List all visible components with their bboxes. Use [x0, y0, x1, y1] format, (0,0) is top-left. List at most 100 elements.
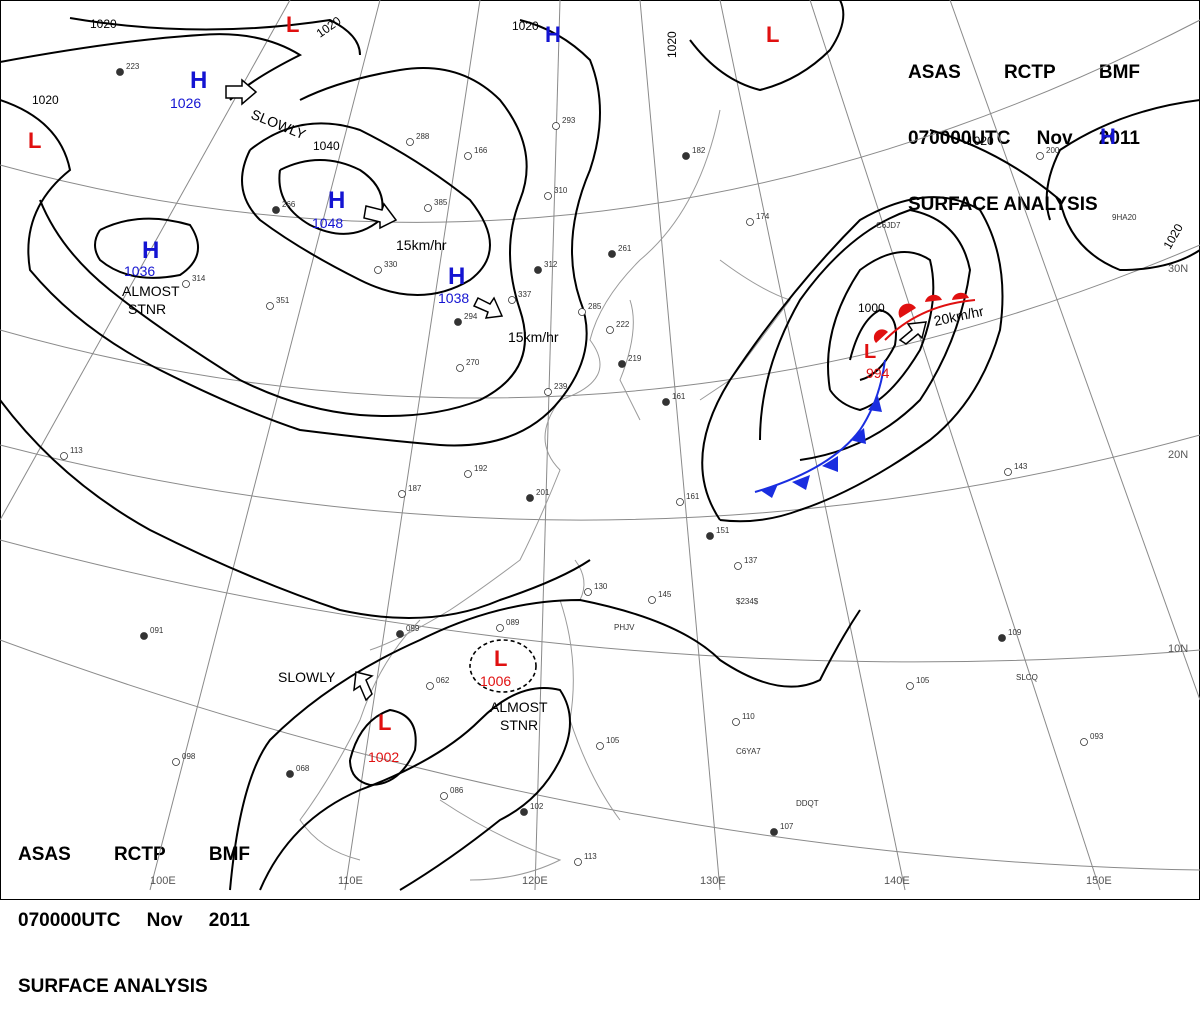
high-center-value: 1038	[438, 290, 469, 306]
station-plot: 161	[676, 492, 700, 506]
station-circle-icon	[182, 280, 190, 288]
station-pressure-code: 113	[70, 446, 83, 455]
low-center-value: 1002	[368, 749, 399, 765]
cold-front-barb	[792, 475, 810, 490]
latitude-line-20n	[0, 434, 1200, 521]
station-plot: 330	[374, 260, 398, 274]
station-plot: 351	[266, 296, 290, 310]
station-plot: 200	[1036, 146, 1060, 160]
station-circle-icon	[464, 470, 472, 478]
station-circle-icon	[396, 630, 404, 638]
lon-label: 120E	[522, 875, 548, 887]
station-circle-icon	[770, 828, 778, 836]
station-plot: 314	[182, 274, 206, 288]
low-center-letter: L	[286, 12, 299, 37]
header-year: 2011	[1098, 128, 1140, 149]
movement-label: SLOWLY	[278, 669, 336, 685]
low-center-letter: L	[28, 128, 41, 153]
station-circle-icon	[746, 218, 754, 226]
station-plot: 113	[574, 852, 597, 866]
graticule	[0, 0, 1200, 891]
header-top: ASAS RCTP BMF 070000UTC Nov 2011 SURFACE…	[908, 18, 1140, 238]
ship-callsign: 9HA20	[1112, 213, 1137, 222]
lon-label: 110E	[338, 875, 363, 887]
station-plot: 219	[618, 354, 642, 368]
station-pressure-code: 098	[182, 752, 196, 761]
surface-analysis-map: 1020 1020 1020 1020 1020 1020 1020 1040 …	[0, 0, 1200, 900]
station-plot: 182	[682, 146, 706, 160]
station-pressure-code: 093	[1090, 732, 1104, 741]
station-plot: 312	[534, 260, 558, 274]
station-pressure-code: 314	[192, 274, 206, 283]
station-pressure-code: 239	[554, 382, 568, 391]
header-month: Nov	[1036, 128, 1073, 149]
station-plot: 201	[526, 488, 550, 502]
graticule-labels: 100E 110E 120E 130E 140E 150E 30N 20N 10…	[150, 263, 1188, 887]
coast-indochina	[299, 619, 421, 861]
station-circle-icon	[682, 152, 690, 160]
station-pressure-code: 294	[464, 312, 478, 321]
isobar-label: 1020	[90, 17, 117, 31]
station-plot: 105	[906, 676, 930, 690]
movement-label: 15km/hr	[396, 237, 447, 253]
pressure-centers: H 1026 H 1048 H 1036 H 1038 H H L L L L …	[28, 12, 1116, 765]
station-circle-icon	[456, 364, 464, 372]
station-pressure-code: 285	[588, 302, 602, 311]
longitude-line-150e	[809, 0, 1101, 891]
stationary-label: STNR	[128, 301, 166, 317]
latitude-line-10n	[0, 539, 1200, 663]
station-pressure-code: 102	[530, 802, 544, 811]
station-plots: 223 385 330 261 293 310 312 285 337 294 270 239 219 1…	[60, 62, 1137, 866]
movement-arrow	[898, 321, 927, 345]
station-circle-icon	[286, 770, 294, 778]
station-pressure-code: 200	[1046, 146, 1060, 155]
station-pressure-code: 266	[282, 200, 296, 209]
cold-front-barb	[868, 396, 882, 412]
station-plot: 294	[454, 312, 478, 326]
isobar-1036-ring	[94, 217, 199, 279]
longitude-line-100e	[149, 0, 381, 891]
isobar-north-east	[689, 0, 845, 92]
isobar-siberian-mid	[39, 67, 528, 417]
isobar-south-inner	[259, 687, 571, 891]
header-valid-time: 070000UTC	[908, 128, 1011, 149]
station-plot: 288	[406, 132, 430, 146]
station-pressure-code: 182	[692, 146, 706, 155]
station-pressure-code: 288	[416, 132, 430, 141]
stationary-label: ALMOST	[490, 699, 548, 715]
warm-front-bump	[925, 294, 942, 302]
station-circle-icon	[544, 192, 552, 200]
coast-japan	[699, 259, 791, 401]
station-circle-icon	[526, 494, 534, 502]
header-bottom-line-2: 070000UTC Nov 2011	[18, 910, 250, 932]
high-center-value: 1036	[124, 263, 155, 279]
isobar-south-big	[229, 598, 861, 891]
high-center-value: 1048	[312, 215, 343, 231]
warm-front-line	[884, 299, 976, 341]
header-bottom-product: SURFACE ANALYSIS	[18, 976, 208, 997]
station-pressure-code: 385	[434, 198, 448, 207]
station-plot: 102	[520, 802, 544, 816]
ship-callsign: PHJV	[614, 623, 635, 632]
high-center-letter: H	[1100, 124, 1116, 149]
station-pressure-code: 174	[756, 212, 770, 221]
station-pressure-code: 086	[450, 786, 464, 795]
isobar-trough-mid	[0, 399, 591, 619]
station-pressure-code: 223	[126, 62, 140, 71]
longitude-line-east	[949, 0, 1200, 701]
station-plot: 174	[746, 212, 770, 226]
station-circle-icon	[534, 266, 542, 274]
station-plot: 270	[456, 358, 480, 372]
high-center-letter: H	[448, 263, 465, 290]
isobar-1020-north-arc	[69, 17, 361, 56]
station-circle-icon	[140, 632, 148, 640]
station-plot: 151	[706, 526, 730, 540]
station-circle-icon	[60, 452, 68, 460]
stationary-label: STNR	[500, 717, 538, 733]
station-pressure-code: 161	[686, 492, 700, 501]
longitude-line-110e	[344, 0, 481, 891]
lon-label: 130E	[700, 875, 726, 887]
station-circle-icon	[574, 858, 582, 866]
lat-label: 30N	[1168, 263, 1188, 275]
movement-arrow	[353, 671, 374, 702]
